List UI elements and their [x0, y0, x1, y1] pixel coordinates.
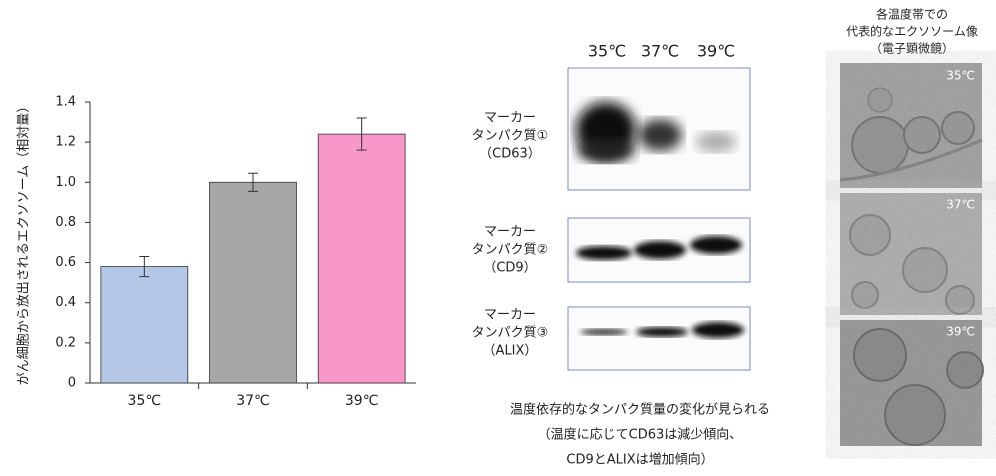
y-tick-label: 0.8: [55, 215, 76, 230]
bar: [100, 266, 189, 384]
y-axis-label: がん細胞から放出されるエクソソーム（相対量）: [17, 100, 32, 386]
em-image: [839, 63, 983, 188]
error-bar: [356, 117, 367, 151]
caption: 温度依存的なタンパク質量の変化が見られる: [510, 402, 770, 418]
error-bar: [139, 256, 150, 278]
blot-header: 37℃: [641, 42, 679, 61]
bar: [209, 181, 297, 384]
blot-label: （ALIX）: [483, 344, 538, 359]
em-label: 35℃: [946, 69, 975, 83]
blot-label: タンパク質①: [472, 129, 549, 144]
blot-panel: [567, 217, 751, 283]
blot-panel: [567, 67, 751, 191]
blot-label: （CD9）: [483, 261, 536, 276]
blot-label: タンパク質②: [472, 243, 549, 258]
bar: [317, 133, 406, 384]
caption: CD9とALIXは増加傾向）: [566, 452, 713, 468]
blot-label: （CD63）: [479, 147, 541, 162]
y-tick-label: 1.0: [55, 175, 76, 190]
error-bar: [248, 172, 258, 192]
x-tick-label: 37℃: [236, 393, 270, 409]
blot-header: 39℃: [697, 42, 735, 61]
blot-header: 35℃: [588, 42, 626, 61]
em-label: 39℃: [946, 325, 975, 339]
em-image: [840, 320, 984, 446]
y-tick-label: 0: [68, 376, 76, 391]
x-tick-label: 35℃: [128, 393, 162, 409]
em-title: 代表的なエクソソーム像: [846, 24, 978, 39]
blot-label: マーカー: [484, 225, 536, 240]
y-tick-label: 0.4: [55, 295, 76, 310]
y-tick-label: 1.4: [55, 95, 76, 110]
blot-label: マーカー: [484, 111, 536, 126]
blot-panel: [567, 306, 751, 371]
caption: （温度に応じてCD63は減少傾向、: [538, 427, 743, 443]
em-label: 37℃: [946, 198, 975, 212]
em-title: （電子顕微鏡）: [870, 41, 954, 56]
y-tick-label: 0.6: [55, 255, 76, 270]
y-tick-label: 1.2: [55, 135, 76, 150]
y-tick-label: 0.2: [55, 335, 76, 350]
blot-label: マーカー: [484, 308, 536, 323]
x-tick-label: 39℃: [345, 393, 379, 409]
blot-label: タンパク質③: [472, 326, 549, 341]
em-title: 各温度帯での: [876, 7, 948, 22]
em-image: [840, 193, 982, 315]
